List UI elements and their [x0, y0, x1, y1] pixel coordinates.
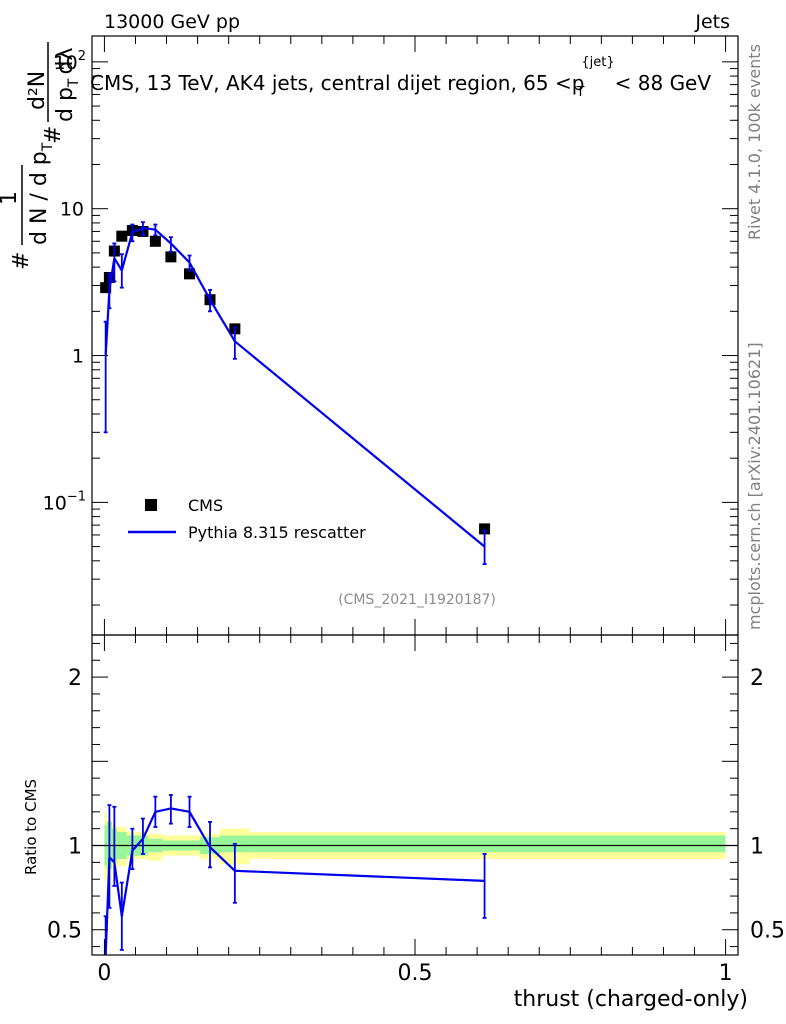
data-point	[184, 268, 196, 280]
y-tick-label: 10−1	[43, 489, 86, 514]
mc-line-segment	[234, 340, 486, 548]
ratio-line-segment	[209, 846, 236, 872]
ratio-line-segment	[108, 856, 116, 864]
ratio-panel-content	[92, 794, 738, 956]
ylabel-num-hash: #	[41, 126, 66, 144]
ratio-line-segment	[141, 811, 157, 840]
mc-line-segment	[131, 226, 144, 234]
ratio-line-segment	[170, 807, 190, 813]
title-sub: T	[575, 85, 584, 100]
y-tick-label: 102	[54, 49, 86, 74]
axes: 10−1 1 10 102 0.5 0.5 1 1 2 2 0 0.5 1	[43, 36, 785, 986]
data-point	[116, 230, 128, 242]
x-tick-label: 0	[97, 961, 111, 986]
ratio-line-segment	[155, 807, 172, 813]
ratio-line-segment	[120, 850, 134, 917]
ratio-line-segment	[188, 811, 211, 848]
ylabel-num-den: d pTdλ	[53, 48, 82, 122]
ratio-y-tick-label-left: 0.5	[47, 919, 82, 944]
mc-line-segment	[209, 299, 236, 342]
main-panel-content	[100, 221, 491, 565]
ratio-line-segment	[104, 857, 111, 956]
ratio-ylabel: Ratio to CMS	[22, 779, 40, 875]
x-tick-label: 1	[719, 961, 733, 986]
ratio-band-inner	[249, 835, 726, 853]
mc-line-segment	[104, 289, 111, 356]
ratio-y-tick-label-left: 1	[68, 835, 82, 860]
ratio-line-segment	[234, 869, 485, 882]
data-point	[165, 251, 177, 263]
ratio-line-segment	[113, 862, 123, 917]
data-point	[149, 235, 161, 247]
ylabel-den: d N / d pT	[27, 142, 56, 245]
mc-line-segment	[154, 228, 172, 245]
legend-label-data: CMS	[188, 496, 223, 515]
mc-line-segment	[142, 226, 156, 231]
legend-label-mc: Pythia 8.315 rescatter	[188, 523, 366, 542]
header-left: 13000 GeV pp	[104, 11, 240, 33]
ratio-y-tick-label-right: 1	[750, 835, 764, 860]
ylabel-d2N: d²N	[25, 71, 50, 110]
ylabel-hash: #	[9, 252, 34, 270]
title-p: p	[572, 71, 585, 95]
ratio-y-tick-label-right: 2	[750, 666, 764, 691]
title-main: CMS, 13 TeV, AK4 jets, central dijet reg…	[90, 71, 572, 95]
ratio-y-tick-label-left: 2	[68, 666, 82, 691]
data-point	[479, 523, 491, 535]
mc-line-segment	[108, 258, 116, 291]
x-tick-label: 0.5	[398, 961, 433, 986]
ratio-y-tick-label-right: 0.5	[750, 919, 785, 944]
rivet-label: Rivet 4.1.0, 100k events	[745, 44, 764, 240]
x-axis-label: thrust (charged-only)	[514, 987, 748, 1012]
legend-marker-data	[145, 499, 157, 511]
analysis-tag: (CMS_2021_I1920187)	[338, 592, 496, 608]
ratio-panel-frame	[91, 634, 739, 956]
ylabel-one: 1	[0, 191, 22, 205]
mcplots-label: mcplots.cern.ch [arXiv:2401.10621]	[745, 342, 764, 630]
main-ylabel: # 1 d N / d pT # d²N d pTdλ	[0, 42, 82, 270]
y-tick-label: 10	[60, 199, 84, 221]
title-end: < 88 GeV	[615, 71, 712, 95]
mc-line-segment	[120, 232, 134, 271]
title-sup: {jet}	[581, 55, 614, 70]
ratio-line-segment	[131, 838, 144, 852]
mc-line-segment	[170, 242, 191, 264]
plot-title: CMS, 13 TeV, AK4 jets, central dijet reg…	[90, 55, 711, 100]
header-right: Jets	[694, 11, 730, 33]
mc-line-segment	[113, 257, 123, 271]
data-point	[100, 282, 112, 294]
mc-line-segment	[188, 261, 211, 301]
y-tick-label: 1	[72, 346, 84, 368]
main-panel-frame	[91, 35, 739, 636]
